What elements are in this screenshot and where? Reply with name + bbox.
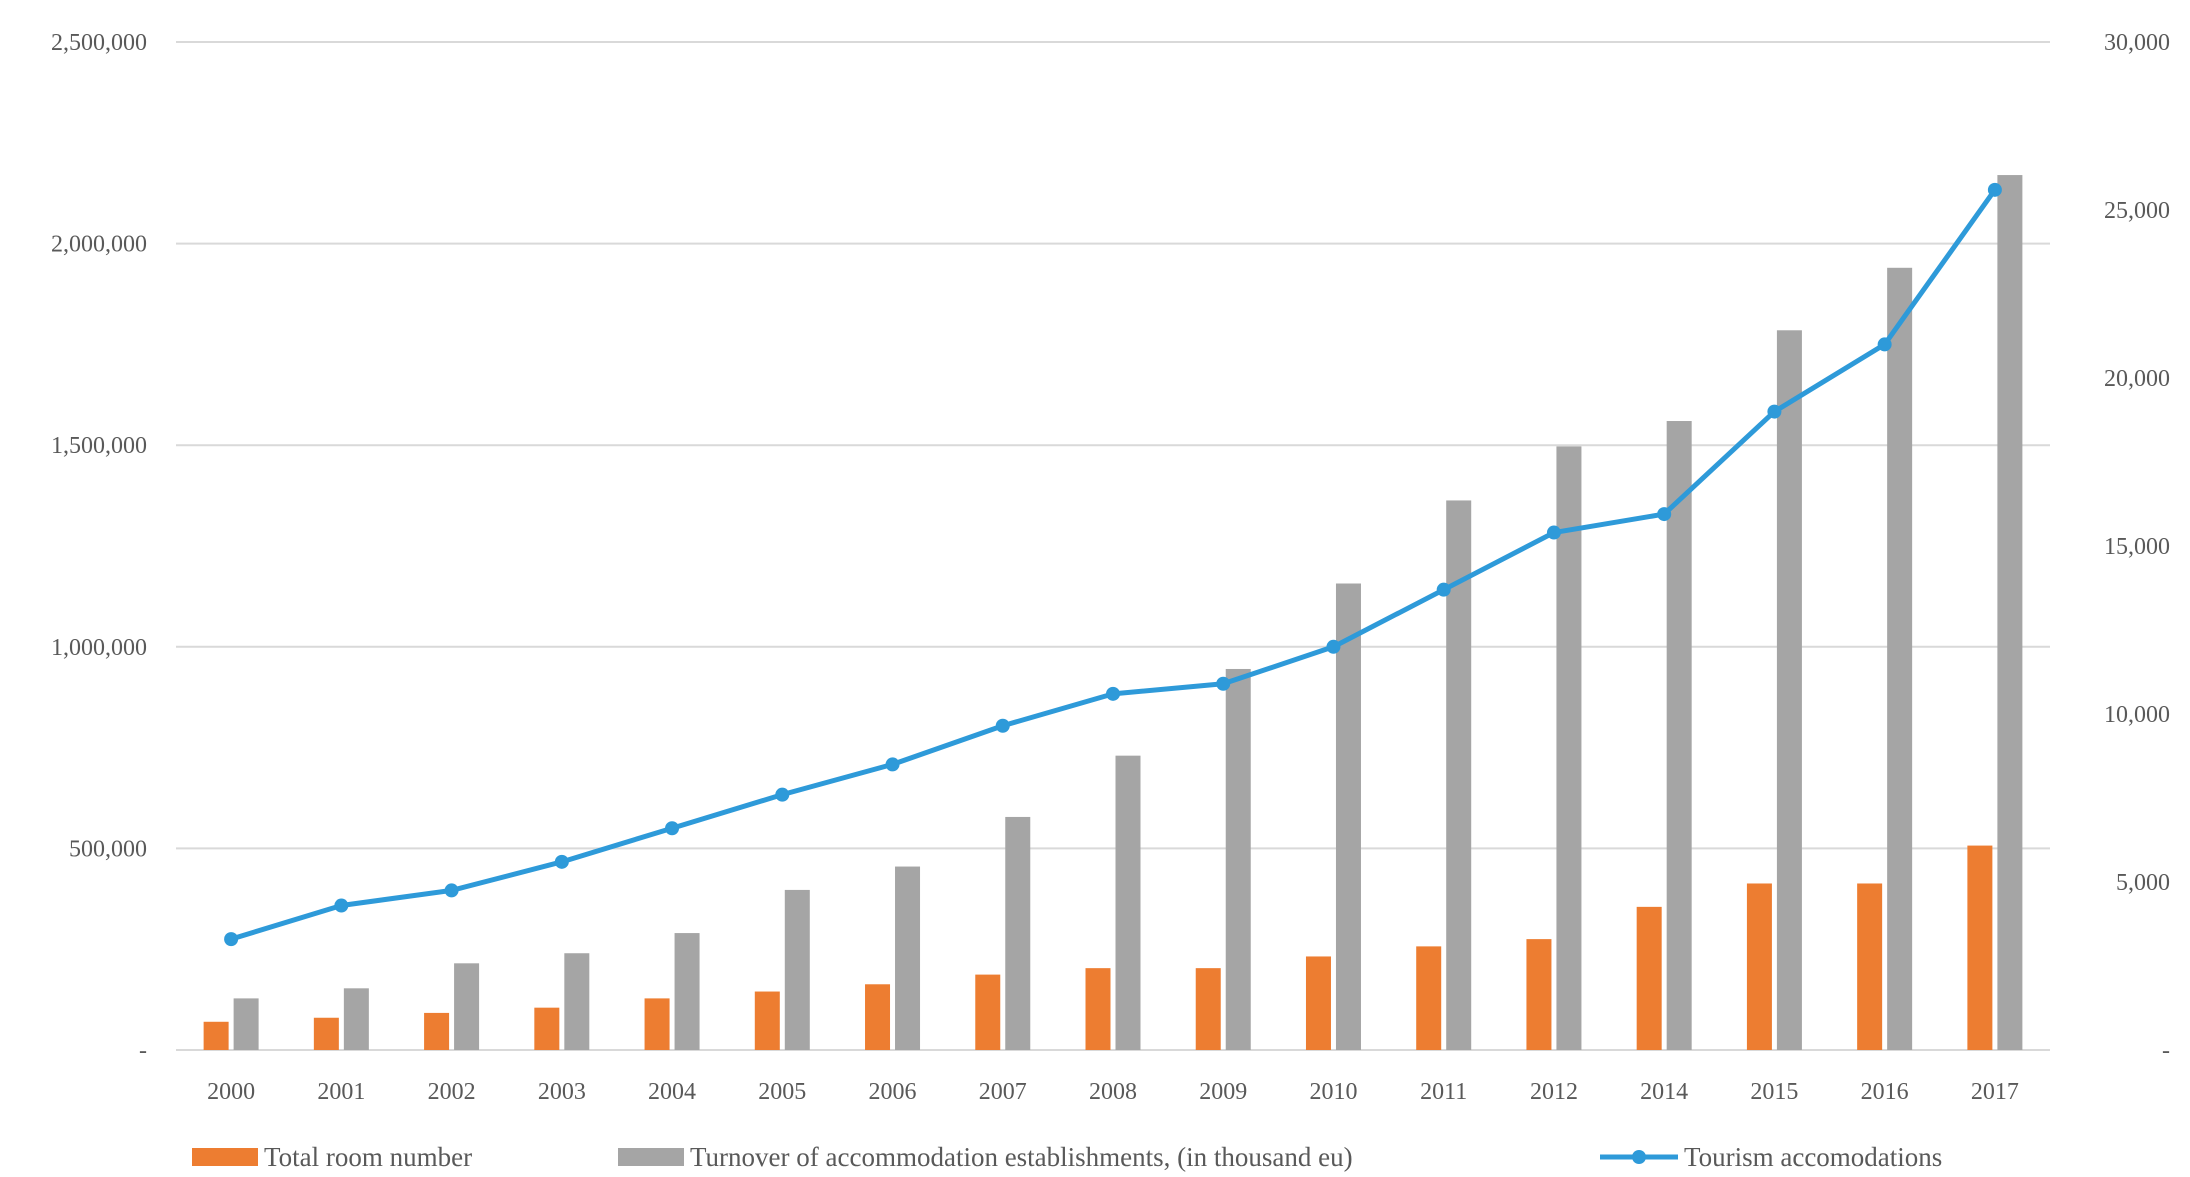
x-tick-label: 2004 (648, 1079, 696, 1105)
legend-label-tourism-accomodations: Tourism accomodations (1684, 1142, 1942, 1172)
bar-total-room-number (1085, 968, 1111, 1050)
line-tourism-accomodations (230, 188, 1997, 942)
legend-swatch-tourism-marker (1632, 1150, 1646, 1164)
x-tick-label: 2015 (1750, 1079, 1798, 1105)
gridlines (176, 41, 2050, 1051)
right-tick-label: 10,000 (2104, 702, 2170, 728)
x-tick-label: 2003 (538, 1079, 586, 1105)
bar-turnover (1887, 267, 1913, 1050)
left-tick-label: 1,000,000 (51, 635, 147, 661)
point-tourism-accomodations (1436, 582, 1451, 597)
point-tourism-accomodations (665, 821, 680, 836)
point-tourism-accomodations (1657, 507, 1672, 522)
bar-total-room-number (1746, 883, 1772, 1050)
right-tick-label: 30,000 (2104, 30, 2170, 56)
right-axis: - 5,000 10,000 15,000 20,000 25,000 30,000 (2104, 30, 2170, 1064)
x-tick-label: 2017 (1971, 1079, 2019, 1105)
bar-turnover (1115, 755, 1141, 1050)
legend-label-total-room-number: Total room number (264, 1142, 472, 1172)
bar-turnover (1005, 816, 1031, 1050)
legend-swatch-turnover (618, 1148, 684, 1166)
bar-total-room-number (313, 1017, 339, 1050)
point-tourism-accomodations (224, 932, 239, 947)
left-tick-label: 500,000 (69, 836, 147, 862)
x-tick-label: 2012 (1530, 1079, 1578, 1105)
left-tick-label: - (139, 1038, 147, 1064)
x-tick-label: 2007 (979, 1079, 1027, 1105)
point-tourism-accomodations (775, 787, 790, 802)
point-tourism-accomodations (1326, 639, 1341, 654)
right-tick-label: 25,000 (2104, 198, 2170, 224)
bar-turnover (1666, 421, 1692, 1050)
point-tourism-accomodations (1987, 182, 2002, 197)
x-tick-label: 2000 (207, 1079, 255, 1105)
x-tick-label: 2016 (1861, 1079, 1909, 1105)
point-tourism-accomodations (334, 898, 349, 913)
bar-turnover (1446, 500, 1472, 1051)
bar-turnover (674, 933, 700, 1050)
right-tick-label: 5,000 (2116, 870, 2170, 896)
left-tick-label: 2,000,000 (51, 232, 147, 258)
bar-total-room-number (644, 998, 670, 1050)
bar-total-room-number (1636, 906, 1662, 1050)
bar-total-room-number (865, 984, 891, 1050)
right-tick-label: - (2162, 1038, 2170, 1064)
point-tourism-accomodations (1216, 676, 1231, 691)
point-tourism-accomodations (1877, 337, 1892, 352)
bar-turnover (454, 963, 480, 1050)
bar-total-room-number (754, 991, 780, 1050)
point-tourism-accomodations (1767, 404, 1782, 419)
right-tick-label: 15,000 (2104, 534, 2170, 560)
x-tick-label: 2010 (1309, 1079, 1357, 1105)
point-tourism-accomodations (995, 718, 1010, 733)
point-tourism-accomodations (1546, 525, 1561, 540)
bar-turnover (343, 988, 369, 1050)
bar-total-room-number (534, 1007, 560, 1050)
bar-turnover (1556, 446, 1582, 1050)
x-tick-label: 2005 (758, 1079, 806, 1105)
bar-turnover (233, 998, 259, 1050)
bar-total-room-number (1416, 946, 1442, 1050)
point-tourism-accomodations (1106, 686, 1120, 701)
bar-turnover (1776, 330, 1802, 1051)
point-tourism-accomodations (885, 757, 900, 772)
line-series (224, 182, 2002, 947)
right-tick-label: 20,000 (2104, 366, 2170, 392)
x-tick-label: 2014 (1640, 1079, 1688, 1105)
bar-total-room-number (424, 1012, 450, 1050)
x-tick-label: 2002 (428, 1079, 476, 1105)
bar-total-room-number (1526, 939, 1552, 1050)
bar-total-room-number (1967, 845, 1993, 1050)
bar-turnover (564, 953, 590, 1050)
x-tick-label: 2008 (1089, 1079, 1137, 1105)
x-axis: 2000 2001 2002 2003 2004 2005 2006 2007 2008 2009… (207, 1079, 2019, 1105)
legend-label-turnover: Turnover of accommodation establishments… (690, 1142, 1353, 1172)
bar-turnover (895, 866, 921, 1050)
legend: Total room number Turnover of accommodat… (192, 1142, 1942, 1172)
bar-total-room-number (203, 1021, 229, 1050)
left-tick-label: 2,500,000 (51, 30, 147, 56)
bar-turnover (1335, 583, 1361, 1050)
bar-total-room-number (975, 974, 1001, 1050)
bar-turnover (1997, 175, 2023, 1050)
point-tourism-accomodations (554, 854, 569, 869)
left-tick-label: 1,500,000 (51, 433, 147, 459)
left-axis: - 500,000 1,000,000 1,500,000 2,000,000 2,500… (51, 30, 147, 1064)
legend-swatch-total-room-number (192, 1148, 258, 1166)
x-tick-label: 2011 (1420, 1079, 1467, 1105)
bar-turnover (784, 889, 810, 1050)
bar-total-room-number (1195, 968, 1221, 1050)
bar-turnover (1225, 668, 1251, 1050)
bar-total-room-number (1857, 883, 1883, 1050)
bar-series (203, 175, 2023, 1051)
x-tick-label: 2009 (1199, 1079, 1247, 1105)
x-tick-label: 2001 (317, 1079, 365, 1105)
point-tourism-accomodations (444, 883, 459, 898)
x-tick-label: 2006 (869, 1079, 917, 1105)
bar-total-room-number (1305, 956, 1331, 1050)
